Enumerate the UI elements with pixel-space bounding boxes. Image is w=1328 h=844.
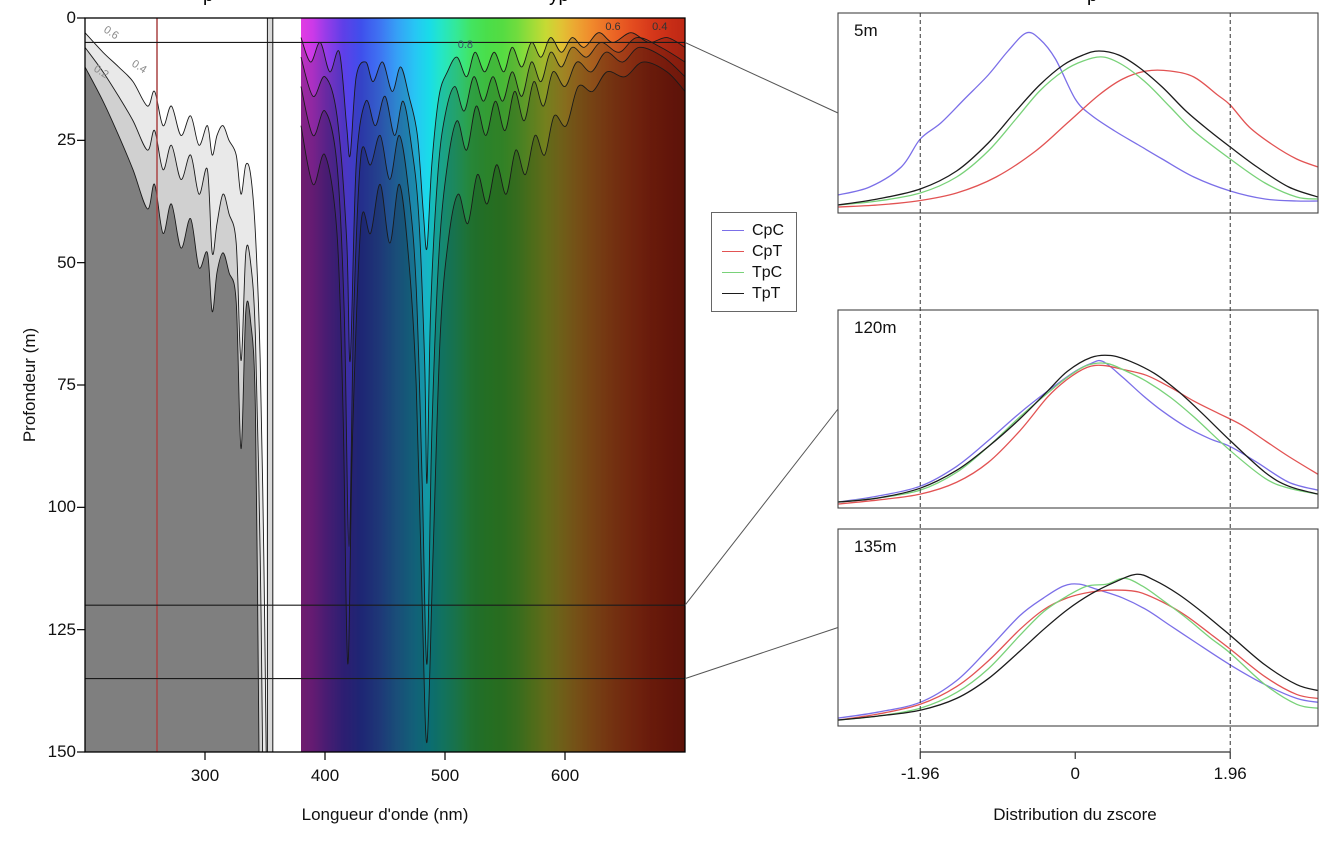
wavelength-depth-plot [85,18,685,752]
title-fragment-2: p [1087,0,1098,7]
zscore-tick-0: -1.96 [900,764,940,783]
left-x-tick-0: 300 [190,766,220,785]
density-panel-135m [838,529,1318,726]
legend-label: CpC [752,222,785,239]
legend-line-swatch [722,293,744,294]
density-panel-5m [838,13,1318,213]
legend-line-swatch [722,230,744,231]
curve-TpT [838,354,1318,503]
curve-CpC [838,31,1318,202]
left-x-tick-3: 600 [550,766,580,785]
contour-label-4: 0.6 [605,20,621,33]
contour-label-5: 0.4 [652,20,668,33]
left-x-tick-2: 500 [430,766,460,785]
legend-item-CpT: CpT [722,242,784,261]
zscore-tick-1: 0 [1070,764,1080,783]
panel-depth-label-120m: 120m [854,318,897,337]
zscore-axis-title: Distribution du zscore [993,805,1157,824]
legend-label: TpC [752,264,783,281]
curve-CpT [838,364,1318,505]
depth-connector-line [684,408,839,606]
panel-depth-label-5m: 5m [854,21,878,40]
left-y-tick-0: 0 [66,8,76,27]
legend-item-TpT: TpT [722,284,784,303]
left-y-tick-6: 150 [47,742,76,761]
left-y-tick-1: 25 [57,130,76,150]
title-fragment-0: p [203,0,214,7]
curve-CpT [838,69,1318,208]
zscore-tick-2: 1.96 [1213,764,1247,783]
curve-CpT [838,589,1318,721]
legend-line-swatch [722,251,744,252]
title-fragment-1: yp [549,0,569,7]
depth-connector-line [684,627,839,680]
curve-TpC [838,56,1318,206]
curve-CpC [838,359,1318,503]
left-y-tick-2: 50 [57,252,76,272]
legend-label: TpT [752,285,781,302]
left-x-tick-1: 400 [310,766,340,785]
left-x-axis-title: Longueur d'onde (nm) [301,805,469,824]
legend-item-CpC: CpC [722,221,784,240]
legend: CpC CpT TpC TpT [711,212,798,312]
left-y-tick-4: 100 [47,497,76,517]
legend-line-swatch [722,272,744,273]
cropped-title: p yp p [0,0,1328,7]
legend-label: CpT [752,243,783,260]
depth-connector-line [684,42,839,114]
left-y-tick-3: 75 [57,375,76,394]
contour-label-3: 0.8 [457,38,474,51]
curve-CpC [838,583,1318,719]
panel-depth-label-135m: 135m [854,537,897,556]
left-y-tick-5: 125 [47,619,76,639]
density-panel-120m [838,310,1318,508]
curve-TpC [838,362,1318,503]
legend-item-TpC: TpC [722,263,784,282]
curve-TpT [838,573,1318,721]
